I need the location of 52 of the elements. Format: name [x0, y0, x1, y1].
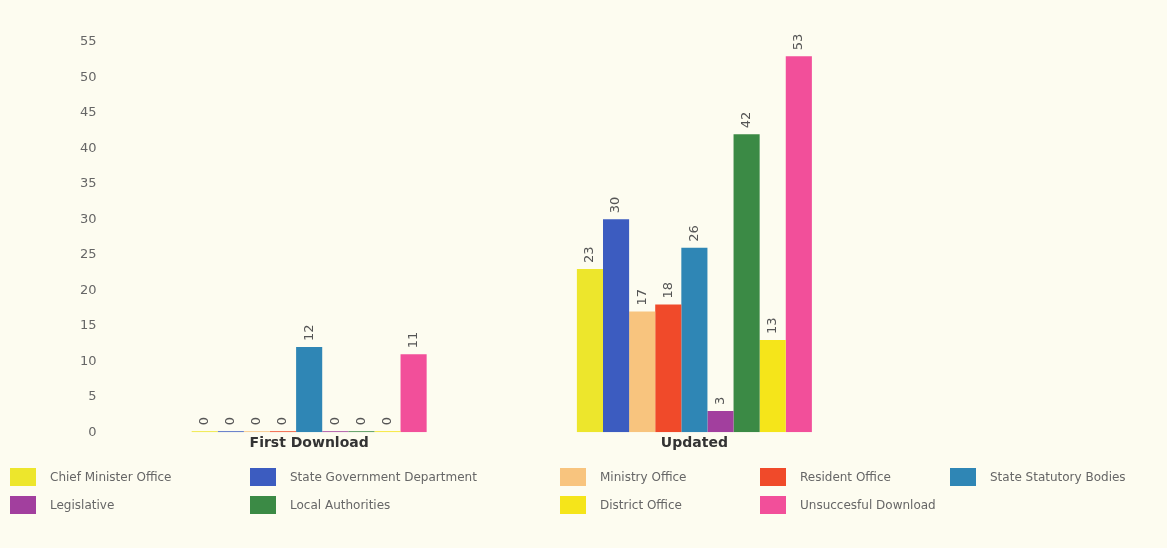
data-label: 0: [248, 416, 264, 426]
legend-label: Legislative: [50, 498, 115, 512]
y-tick-label: 55: [80, 33, 97, 49]
bar: [629, 311, 656, 433]
data-label: 0: [352, 416, 368, 426]
y-tick-label: 35: [80, 175, 97, 191]
data-label: 0: [196, 416, 212, 426]
data-label: 42: [737, 111, 753, 129]
x-tick-label: First Download: [249, 434, 369, 451]
data-label: 18: [659, 281, 675, 299]
bar: [296, 347, 323, 433]
y-tick-label: 30: [80, 210, 97, 226]
bar: [400, 354, 427, 433]
y-tick-label: 0: [88, 423, 97, 439]
bar: [785, 56, 812, 433]
legend-label: Resident Office: [800, 470, 891, 484]
y-tick-label: 40: [80, 139, 97, 155]
data-label: 12: [300, 324, 316, 342]
data-label: 11: [404, 331, 420, 349]
bar: [681, 247, 708, 433]
y-tick-label: 15: [80, 317, 97, 333]
legend-label: State Statutory Bodies: [990, 470, 1126, 484]
y-tick-label: 25: [80, 246, 97, 262]
data-label: 0: [274, 416, 290, 426]
data-label: 26: [685, 225, 701, 242]
bar: [603, 219, 630, 433]
data-label: 3: [711, 396, 727, 405]
y-tick-label: 20: [80, 281, 97, 297]
y-tick-label: 45: [80, 104, 97, 120]
data-label: 0: [222, 416, 238, 426]
data-label: 0: [326, 416, 342, 426]
x-tick-label: Updated: [660, 434, 728, 451]
legend-label: Ministry Office: [600, 470, 687, 484]
data-label: 23: [581, 246, 597, 264]
y-tick-label: 50: [80, 68, 97, 84]
bar: [759, 339, 786, 433]
bar: [707, 410, 734, 433]
data-label: 0: [378, 416, 394, 426]
legend-label: Chief Minister Office: [50, 470, 172, 484]
y-tick-label: 10: [80, 352, 97, 368]
data-label: 13: [764, 317, 780, 334]
bar: [733, 134, 760, 433]
data-label: 30: [607, 196, 623, 214]
bar: [576, 269, 603, 433]
bar: [655, 304, 682, 433]
legend-label: State Government Department: [290, 470, 477, 484]
legend-label: Unsuccesful Download: [800, 498, 936, 512]
legend-label: Local Authorities: [290, 498, 391, 512]
legend-label: District Office: [600, 498, 682, 512]
y-tick-label: 5: [88, 388, 97, 404]
data-label: 17: [633, 289, 649, 306]
data-label: 53: [790, 33, 806, 51]
